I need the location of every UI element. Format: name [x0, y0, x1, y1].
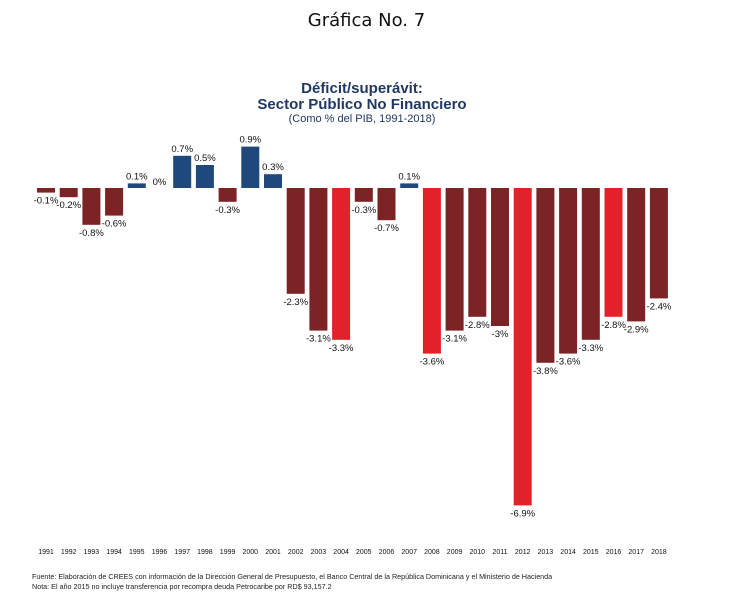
value-label-2000: 0.9%	[239, 135, 261, 146]
bar-2011	[491, 188, 509, 326]
value-label-1999: -0.3%	[215, 205, 240, 216]
bar-2006	[377, 188, 396, 221]
bar-2012	[513, 188, 532, 506]
bar-1994	[105, 188, 124, 216]
value-label-1996: 0%	[153, 177, 167, 188]
x-tick-1992: 1992	[61, 549, 77, 556]
x-tick-2002: 2002	[288, 549, 304, 556]
x-tick-1996: 1996	[152, 549, 168, 556]
value-label-2008: -3.6%	[419, 357, 444, 368]
value-label-2018: -2.4%	[646, 301, 671, 312]
x-tick-2006: 2006	[379, 549, 395, 556]
bar-2010	[468, 188, 487, 317]
bar-2015	[581, 188, 600, 340]
value-label-2015: -3.3%	[578, 343, 603, 354]
x-tick-2016: 2016	[606, 549, 622, 556]
value-label-2011: -3%	[492, 329, 509, 340]
x-tick-2003: 2003	[311, 549, 327, 556]
bar-1993	[82, 188, 101, 225]
bar-1997	[173, 155, 192, 188]
x-tick-2015: 2015	[583, 549, 599, 556]
x-tick-2014: 2014	[560, 549, 576, 556]
x-tick-2007: 2007	[401, 549, 417, 556]
bar-2017	[627, 188, 646, 322]
x-tick-1994: 1994	[106, 549, 122, 556]
value-label-2009: -3.1%	[442, 334, 467, 345]
value-label-2007: 0.1%	[398, 171, 420, 182]
source-note: Fuente: Elaboración de CREES con informa…	[32, 572, 553, 581]
value-label-2014: -3.6%	[556, 357, 581, 368]
bar-2014	[559, 188, 578, 354]
value-label-2016: -2.8%	[601, 320, 626, 331]
x-tick-2009: 2009	[447, 549, 463, 556]
bars-group	[37, 146, 668, 506]
x-tick-2001: 2001	[265, 549, 281, 556]
value-labels-group: -0.1%-0.2% -0.8%-0.6% 0.1% 0% 0.7%0.5% -0.3% 0…	[34, 135, 672, 520]
value-label-1992: -0.2%	[56, 200, 81, 211]
value-label-2017: -2.9%	[624, 324, 649, 335]
value-label-2005: -0.3%	[351, 205, 376, 216]
bar-2008	[422, 188, 441, 354]
value-label-1994: -0.6%	[102, 219, 127, 230]
bar-2005	[354, 188, 373, 202]
bar-2004	[332, 188, 351, 340]
value-label-2012: -6.9%	[510, 508, 535, 519]
x-tick-2008: 2008	[424, 549, 440, 556]
value-label-1991: -0.1%	[34, 196, 59, 207]
footnotes: Fuente: Elaboración de CREES con informa…	[32, 572, 552, 592]
value-label-2013: -3.8%	[533, 366, 558, 377]
x-tick-2017: 2017	[628, 549, 644, 556]
x-tick-2018: 2018	[651, 549, 667, 556]
x-tick-1999: 1999	[220, 549, 236, 556]
bar-1992	[59, 188, 78, 198]
bar-2003	[309, 188, 328, 331]
bar-1991	[37, 188, 55, 193]
bar-1995	[127, 183, 146, 188]
x-axis-tick-labels: 1991 1992 1993 1994 1995 1996 1997 1998 1999 2000…	[38, 549, 667, 556]
value-label-2001: 0.3%	[262, 162, 284, 173]
x-tick-1993: 1993	[84, 549, 100, 556]
x-tick-1997: 1997	[174, 549, 190, 556]
value-label-1995: 0.1%	[126, 171, 148, 182]
value-label-1998: 0.5%	[194, 153, 216, 164]
petrocaribe-note: Nota: El año 2015 no incluye transferenc…	[32, 582, 332, 591]
chart-title: Déficit/superávit:	[301, 80, 423, 97]
figure-heading: Gráfica No. 7	[307, 10, 426, 31]
value-label-1997: 0.7%	[171, 144, 193, 155]
bar-2016	[604, 188, 623, 317]
x-tick-2011: 2011	[492, 549, 507, 556]
chart-subtitle-range: (Como % del PIB, 1991-2018)	[289, 113, 436, 125]
value-label-2006: -0.7%	[374, 223, 399, 234]
x-tick-2010: 2010	[470, 549, 486, 556]
value-label-2004: -3.3%	[329, 343, 354, 354]
chart-subtitle: Sector Público No Financiero	[257, 96, 466, 113]
bar-2001	[264, 174, 282, 188]
bar-2007	[400, 183, 419, 188]
bar-2000	[241, 146, 260, 188]
x-tick-1998: 1998	[197, 549, 213, 556]
x-tick-2005: 2005	[356, 549, 372, 556]
x-tick-1995: 1995	[129, 549, 145, 556]
value-label-2002: -2.3%	[283, 297, 308, 308]
bar-1999	[218, 188, 237, 202]
bar-2009	[445, 188, 464, 331]
value-label-2010: -2.8%	[465, 320, 490, 331]
x-tick-2012: 2012	[515, 549, 531, 556]
value-label-2003: -3.1%	[306, 334, 331, 345]
bar-1998	[195, 165, 214, 188]
x-tick-2004: 2004	[333, 549, 349, 556]
bar-2018	[649, 188, 668, 299]
deficit-bar-chart: Déficit/superávit: Sector Público No Fin…	[34, 80, 672, 556]
bar-2002	[286, 188, 305, 294]
x-tick-2000: 2000	[243, 549, 259, 556]
x-tick-2013: 2013	[538, 549, 554, 556]
bar-2013	[536, 188, 555, 363]
x-tick-1991: 1991	[38, 549, 54, 556]
value-label-1993: -0.8%	[79, 228, 104, 239]
